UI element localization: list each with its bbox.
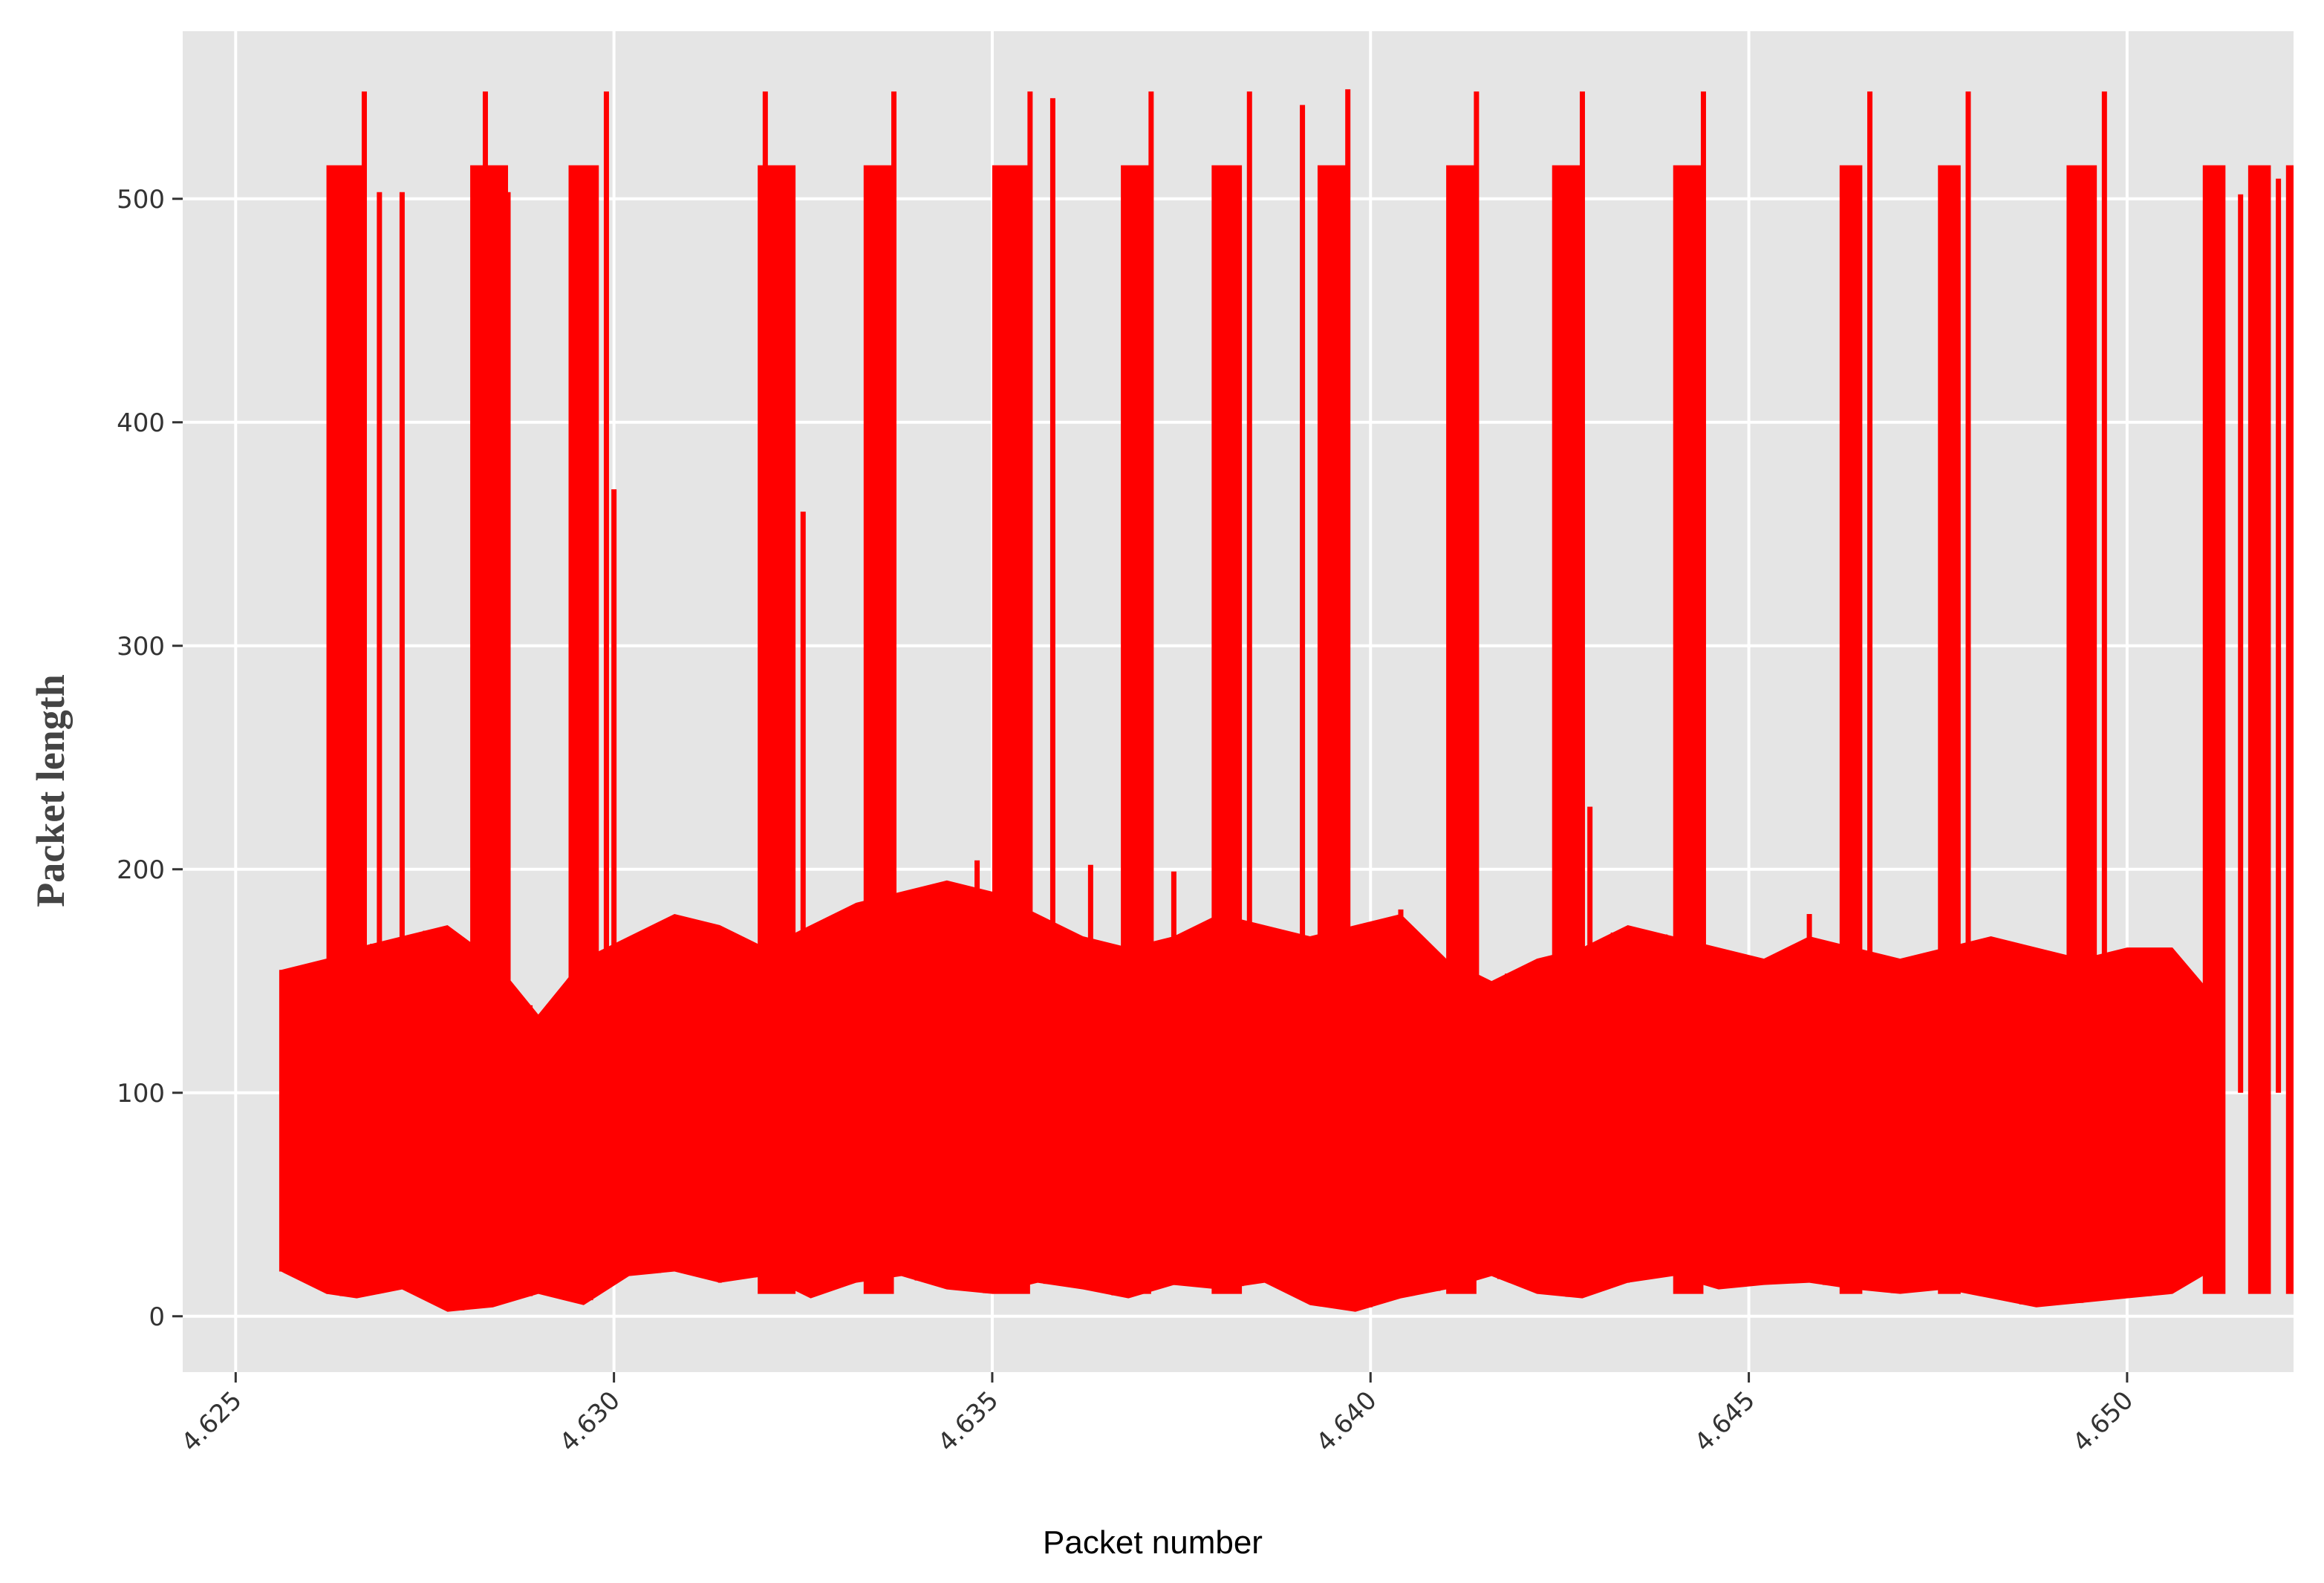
y-tick-label: 500	[117, 185, 165, 215]
series-packet-length	[279, 89, 2294, 1312]
y-tick-label: 400	[117, 408, 165, 438]
y-tick-label: 200	[117, 855, 165, 885]
burst-block	[470, 165, 509, 1294]
burst-block	[2285, 165, 2294, 1294]
y-tick-label: 300	[117, 632, 165, 662]
burst-block	[1317, 165, 1348, 1294]
y-tick-label: 0	[149, 1302, 165, 1332]
burst-block	[863, 165, 894, 1294]
y-axis-label: Packet length	[28, 674, 73, 907]
burst-block	[1121, 165, 1151, 1294]
y-axis-ticks: 0 100 200 300 400 500	[117, 185, 183, 1332]
burst-block	[1938, 165, 1961, 1294]
burst-block	[1552, 165, 1583, 1294]
burst-block	[326, 165, 365, 1294]
burst-block	[1839, 165, 1863, 1294]
burst-block	[2066, 165, 2097, 1294]
burst-block	[1673, 165, 1704, 1294]
y-tick-label: 100	[117, 1079, 165, 1109]
burst-block	[568, 165, 599, 1294]
burst-block	[1211, 165, 1243, 1294]
burst-block	[992, 165, 1030, 1294]
burst-block	[1446, 165, 1477, 1294]
burst-block	[2247, 165, 2271, 1294]
burst-block	[2202, 165, 2226, 1294]
x-axis-label: Packet number	[1043, 1524, 1263, 1561]
